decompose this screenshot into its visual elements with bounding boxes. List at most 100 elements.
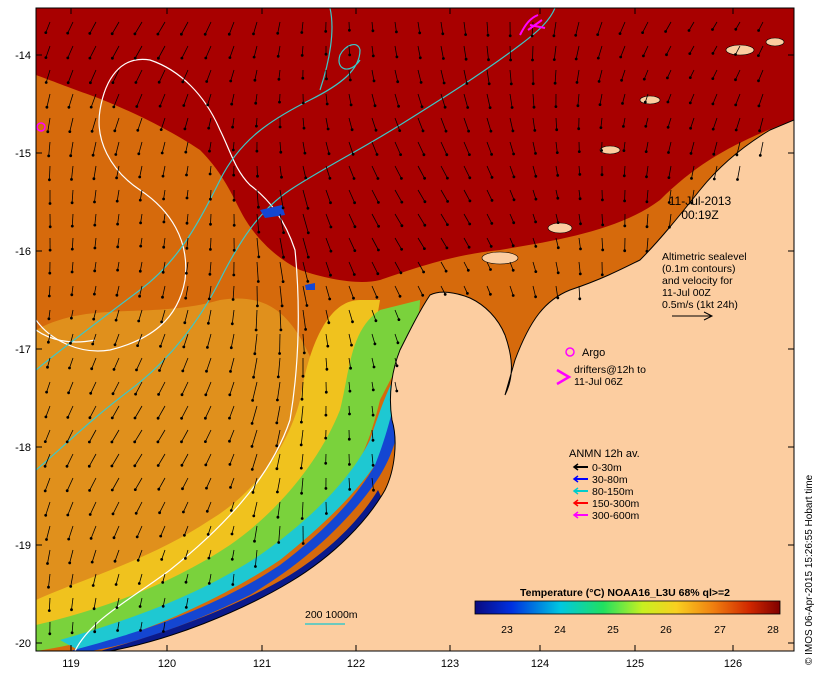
velocity-arrow [230,357,235,372]
velocity-arrow-head [553,81,557,85]
velocity-arrow [394,213,403,226]
velocity-arrow-head [423,247,426,251]
velocity-arrow [160,525,166,537]
velocity-arrow-head [46,562,49,565]
altimetry-text: and velocity for [662,275,733,287]
velocity-arrow-head [162,220,166,224]
velocity-arrow [302,237,309,258]
velocity-arrow-head [619,55,623,59]
velocity-arrow [302,213,309,233]
velocity-arrow [138,141,143,154]
velocity-arrow-head [276,54,280,58]
altimetry-text: Altimetric sealevel [662,251,747,263]
velocity-arrow [371,69,375,81]
velocity-arrow [181,453,189,466]
altimetry-text: 11-Jul 00Z [662,287,711,299]
lon-tick-label: 123 [441,658,459,670]
velocity-arrow [735,21,741,30]
lat-tick-label: -15 [15,148,31,160]
anmn-legend-label: 0-30m [592,462,622,474]
velocity-arrow-head [534,197,538,201]
velocity-arrow-head [398,129,402,133]
velocity-arrow [115,573,120,585]
velocity-arrow [252,477,258,493]
velocity-arrow-head [422,153,426,157]
velocity-arrow [690,141,695,154]
velocity-arrow-head [228,393,232,397]
velocity-arrow-head [250,445,254,448]
velocity-arrow [691,165,695,179]
velocity-arrow-head [161,295,164,299]
isobath-line [36,8,556,471]
velocity-arrow-head [579,222,582,226]
velocity-arrow [139,189,143,201]
velocity-arrow [646,189,649,202]
velocity-arrow [45,45,51,58]
velocity-arrow-head [209,222,212,226]
velocity-arrow [620,45,626,58]
velocity-arrow-head [207,582,211,585]
velocity-arrow-head [555,151,559,155]
velocity-arrow-head [324,413,328,417]
velocity-arrow [113,357,120,370]
velocity-arrow [71,237,74,250]
velocity-arrow-head [230,102,234,106]
lon-tick-label: 124 [531,658,549,670]
velocity-arrow-head [275,421,279,425]
velocity-arrow [417,141,425,155]
velocity-arrow [371,357,375,368]
velocity-arrow-head [327,321,331,325]
velocity-arrow-head [734,53,737,56]
anmn-legend-arrow-icon [572,475,579,483]
velocity-arrow [255,549,258,567]
velocity-arrow-head [278,352,281,355]
velocity-arrow [301,501,304,519]
velocity-arrow [163,237,166,248]
velocity-arrow-head [45,105,49,109]
map-border [35,7,795,652]
velocity-arrow-head [349,103,353,107]
velocity-arrow-head [371,463,375,467]
velocity-arrow-head [230,532,234,536]
velocity-arrow-head [420,105,424,109]
velocity-arrow [111,21,120,34]
velocity-arrow-head [689,152,693,155]
velocity-arrow [68,93,74,108]
velocity-arrow-head [208,149,211,153]
velocity-arrow [207,525,212,535]
velocity-arrow [208,573,212,584]
velocity-arrow-head [162,245,166,249]
scale-arrow-icon [672,311,714,321]
velocity-arrow-head [423,200,427,204]
velocity-arrow-head [377,201,380,204]
velocity-arrow-head [468,199,472,203]
velocity-arrow-head [512,198,516,202]
velocity-arrow-head [534,174,538,178]
velocity-arrow-head [556,196,560,200]
velocity-arrow [206,477,212,489]
velocity-arrow-head [324,461,328,465]
velocity-arrow [89,477,97,491]
velocity-arrow-head [490,199,494,202]
velocity-arrow-head [48,202,52,205]
velocity-arrow-head [489,268,492,271]
velocity-arrow [325,237,332,252]
velocity-arrow-head [534,220,537,224]
sealevel-contour [36,329,96,343]
sealevel-contour [36,58,299,651]
velocity-arrow-head [645,175,648,179]
velocity-arrow-head [138,175,142,179]
velocity-arrow [184,117,189,130]
velocity-arrow [69,357,74,369]
velocity-arrow-head [136,558,140,562]
velocity-arrow-head [88,32,92,35]
velocity-arrow-head [181,369,185,373]
velocity-arrow-head [281,280,285,283]
velocity-arrow-head [136,128,140,132]
velocity-arrow-head [399,153,402,157]
velocity-arrow-head [667,151,670,154]
velocity-arrow [278,525,281,543]
velocity-arrow [158,45,166,59]
velocity-arrow [463,237,470,248]
velocity-arrow-head [203,32,207,36]
